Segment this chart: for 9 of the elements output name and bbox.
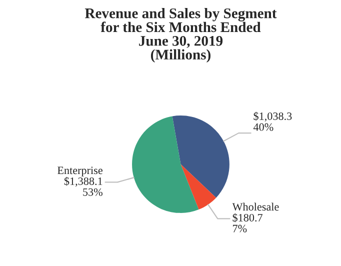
- data-label: $1,038.3 40%: [253, 112, 292, 131]
- chart-title: Revenue and Sales by Segment for the Six Months Ended June 30, 2019 (Millions): [84, 8, 277, 63]
- data-label: $180.7 7%: [232, 213, 262, 232]
- slice-label: Enterprise: [58, 166, 102, 176]
- pie-slice: [180, 164, 216, 210]
- data-label: $1,388.1 53%: [64, 176, 102, 196]
- pie-slice: [172, 116, 230, 198]
- pie-slice: [132, 116, 199, 213]
- slice-label: Wholesale: [232, 202, 279, 211]
